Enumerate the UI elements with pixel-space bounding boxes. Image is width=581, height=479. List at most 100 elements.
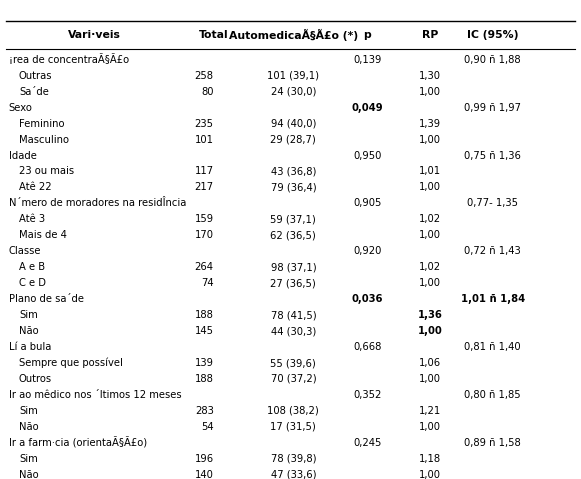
Text: 108 (38,2): 108 (38,2) <box>267 406 319 416</box>
Text: 17 (31,5): 17 (31,5) <box>271 422 316 432</box>
Text: 78 (39,8): 78 (39,8) <box>271 454 316 464</box>
Text: Plano de sa´de: Plano de sa´de <box>9 294 84 304</box>
Text: 0,75 ñ 1,36: 0,75 ñ 1,36 <box>464 150 521 160</box>
Text: 62 (36,5): 62 (36,5) <box>271 230 316 240</box>
Text: 59 (37,1): 59 (37,1) <box>271 215 316 224</box>
Text: 188: 188 <box>195 374 214 384</box>
Text: 29 (28,7): 29 (28,7) <box>271 135 316 145</box>
Text: 0,920: 0,920 <box>353 246 382 256</box>
Text: 159: 159 <box>195 215 214 224</box>
Text: 1,00: 1,00 <box>419 470 441 479</box>
Text: 1,21: 1,21 <box>419 406 441 416</box>
Text: 80: 80 <box>201 87 214 97</box>
Text: Masculino: Masculino <box>19 135 69 145</box>
Text: 1,01 ñ 1,84: 1,01 ñ 1,84 <box>461 294 525 304</box>
Text: 1,00: 1,00 <box>419 182 441 193</box>
Text: Lí a bula: Lí a bula <box>9 342 51 352</box>
Text: RP: RP <box>422 30 438 40</box>
Text: Sa´de: Sa´de <box>19 87 49 97</box>
Text: 43 (36,8): 43 (36,8) <box>271 167 316 176</box>
Text: 0,950: 0,950 <box>353 150 382 160</box>
Text: 1,00: 1,00 <box>419 278 441 288</box>
Text: N´mero de moradores na residÎncia: N´mero de moradores na residÎncia <box>9 198 186 208</box>
Text: 0,89 ñ 1,58: 0,89 ñ 1,58 <box>464 438 521 448</box>
Text: 1,06: 1,06 <box>419 358 441 368</box>
Text: Vari·veis: Vari·veis <box>67 30 120 40</box>
Text: 170: 170 <box>195 230 214 240</box>
Text: 1,36: 1,36 <box>418 310 443 320</box>
Text: 54: 54 <box>201 422 214 432</box>
Text: Não: Não <box>19 470 38 479</box>
Text: Sim: Sim <box>19 454 38 464</box>
Text: Classe: Classe <box>9 246 41 256</box>
Text: 0,77- 1,35: 0,77- 1,35 <box>467 198 518 208</box>
Text: 101 (39,1): 101 (39,1) <box>267 71 320 81</box>
Text: 1,00: 1,00 <box>419 230 441 240</box>
Text: Sim: Sim <box>19 406 38 416</box>
Text: IC (95%): IC (95%) <box>467 30 518 40</box>
Text: 1,00: 1,00 <box>419 374 441 384</box>
Text: 47 (33,6): 47 (33,6) <box>271 470 316 479</box>
Text: 188: 188 <box>195 310 214 320</box>
Text: 140: 140 <box>195 470 214 479</box>
Text: A e B: A e B <box>19 262 45 272</box>
Text: 117: 117 <box>195 167 214 176</box>
Text: 0,905: 0,905 <box>353 198 382 208</box>
Text: AutomedicaÃ§Ã£o (*): AutomedicaÃ§Ã£o (*) <box>229 29 358 41</box>
Text: Sim: Sim <box>19 310 38 320</box>
Text: Idade: Idade <box>9 150 37 160</box>
Text: 196: 196 <box>195 454 214 464</box>
Text: 27 (36,5): 27 (36,5) <box>271 278 316 288</box>
Text: 101: 101 <box>195 135 214 145</box>
Text: C e D: C e D <box>19 278 46 288</box>
Text: 55 (39,6): 55 (39,6) <box>271 358 316 368</box>
Text: 0,99 ñ 1,97: 0,99 ñ 1,97 <box>464 103 521 113</box>
Text: 235: 235 <box>195 119 214 128</box>
Text: 1,18: 1,18 <box>419 454 441 464</box>
Text: p: p <box>364 30 371 40</box>
Text: 0,81 ñ 1,40: 0,81 ñ 1,40 <box>464 342 521 352</box>
Text: 217: 217 <box>195 182 214 193</box>
Text: 79 (36,4): 79 (36,4) <box>271 182 316 193</box>
Text: 0,245: 0,245 <box>353 438 382 448</box>
Text: 1,00: 1,00 <box>418 326 442 336</box>
Text: Atê 3: Atê 3 <box>19 215 45 224</box>
Text: 1,30: 1,30 <box>419 71 441 81</box>
Text: 0,72 ñ 1,43: 0,72 ñ 1,43 <box>464 246 521 256</box>
Text: 0,049: 0,049 <box>352 103 383 113</box>
Text: 94 (40,0): 94 (40,0) <box>271 119 316 128</box>
Text: Atê 22: Atê 22 <box>19 182 52 193</box>
Text: 264: 264 <box>195 262 214 272</box>
Text: Sempre que possível: Sempre que possível <box>19 358 123 368</box>
Text: 0,139: 0,139 <box>353 55 382 65</box>
Text: 98 (37,1): 98 (37,1) <box>271 262 316 272</box>
Text: Ir a farm·cia (orientaÃ§Ã£o): Ir a farm·cia (orientaÃ§Ã£o) <box>9 437 147 448</box>
Text: 0,90 ñ 1,88: 0,90 ñ 1,88 <box>464 55 521 65</box>
Text: 145: 145 <box>195 326 214 336</box>
Text: Feminino: Feminino <box>19 119 64 128</box>
Text: 1,00: 1,00 <box>419 87 441 97</box>
Text: Não: Não <box>19 326 38 336</box>
Text: 1,39: 1,39 <box>419 119 441 128</box>
Text: 1,01: 1,01 <box>419 167 441 176</box>
Text: Total: Total <box>199 30 228 40</box>
Text: 44 (30,3): 44 (30,3) <box>271 326 316 336</box>
Text: 23 ou mais: 23 ou mais <box>19 167 74 176</box>
Text: 70 (37,2): 70 (37,2) <box>271 374 316 384</box>
Text: ¡rea de concentraÃ§Ã£o: ¡rea de concentraÃ§Ã£o <box>9 54 129 65</box>
Text: 0,80 ñ 1,85: 0,80 ñ 1,85 <box>464 390 521 400</box>
Text: 1,00: 1,00 <box>419 422 441 432</box>
Text: Sexo: Sexo <box>9 103 33 113</box>
Text: 1,02: 1,02 <box>419 215 441 224</box>
Text: Não: Não <box>19 422 38 432</box>
Text: 258: 258 <box>195 71 214 81</box>
Text: 78 (41,5): 78 (41,5) <box>271 310 316 320</box>
Text: 1,00: 1,00 <box>419 135 441 145</box>
Text: 74: 74 <box>201 278 214 288</box>
Text: 1,02: 1,02 <box>419 262 441 272</box>
Text: 24 (30,0): 24 (30,0) <box>271 87 316 97</box>
Text: 0,668: 0,668 <box>353 342 382 352</box>
Text: 139: 139 <box>195 358 214 368</box>
Text: Mais de 4: Mais de 4 <box>19 230 67 240</box>
Text: 283: 283 <box>195 406 214 416</box>
